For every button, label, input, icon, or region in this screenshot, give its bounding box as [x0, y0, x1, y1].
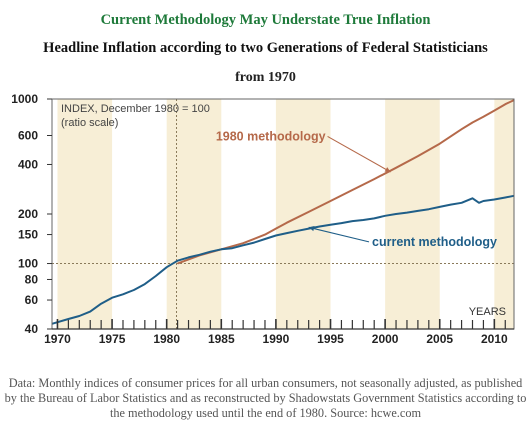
index-note: INDEX, December 1980 = 100 [61, 103, 210, 115]
year-band [494, 99, 514, 329]
y-tick-label: 80 [25, 272, 39, 286]
chart-subtitle: Headline Inflation according to two Gene… [43, 40, 488, 56]
y-tick-label: 1000 [11, 92, 38, 106]
inflation-chart: 1970 1975 1980 1985 1990 1995 2000 2005 2010 1000… [11, 92, 515, 346]
year-band [57, 99, 113, 329]
current-methodology-arrow [308, 226, 370, 243]
x-tick-label: 1970 [44, 332, 71, 346]
x-tick-label: 2000 [372, 332, 399, 346]
y-tick-label: 200 [18, 207, 38, 221]
current-methodology-label: current methodology [372, 235, 497, 249]
x-axis-label: YEARS [469, 306, 506, 318]
ratio-scale-note: (ratio scale) [61, 117, 118, 129]
chart-title: Current Methodology May Understate True … [100, 12, 431, 28]
y-tick-label: 100 [18, 257, 38, 271]
y-tick-label: 40 [25, 322, 39, 336]
x-tick-label: 1990 [263, 332, 290, 346]
x-tick-label: 1980 [153, 332, 180, 346]
current-methodology-arrowhead [308, 226, 315, 232]
axes: 1970 1975 1980 1985 1990 1995 2000 2005 2010 1000… [11, 92, 515, 346]
x-tick-label: 1995 [317, 332, 344, 346]
1980-methodology-arrow [327, 135, 391, 173]
series-current-methodology-line [51, 194, 515, 325]
y-tick-label: 600 [18, 129, 38, 143]
x-tick-label: 2010 [481, 332, 508, 346]
x-tick-label: 1975 [99, 332, 126, 346]
series-lines [51, 99, 515, 325]
annotations: 1980 methodology current methodology [216, 129, 497, 248]
y-tick-label: 400 [18, 157, 38, 171]
year-band [166, 99, 222, 329]
data-source-caption: Data: Monthly indices of consumer prices… [4, 376, 527, 420]
reference-lines [52, 99, 514, 329]
1980-methodology-arrowhead [384, 167, 391, 172]
period-label: from 1970 [235, 70, 296, 85]
y-tick-label: 60 [25, 293, 39, 307]
series-1980-methodology-line [177, 99, 515, 265]
1980-methodology-label: 1980 methodology [216, 129, 326, 143]
x-tick-label: 1985 [208, 332, 235, 346]
x-tick-label: 2005 [426, 332, 453, 346]
y-tick-label: 150 [18, 228, 38, 242]
